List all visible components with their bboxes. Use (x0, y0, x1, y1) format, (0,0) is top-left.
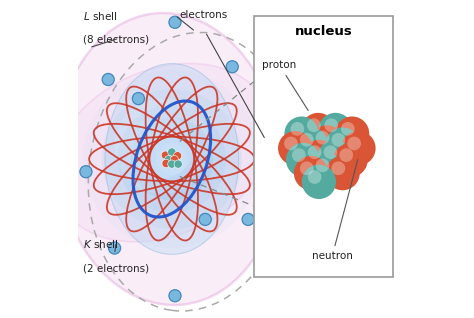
Circle shape (302, 140, 336, 174)
Circle shape (102, 73, 114, 86)
Circle shape (333, 143, 368, 177)
Circle shape (255, 134, 267, 146)
Circle shape (199, 213, 211, 225)
Ellipse shape (53, 64, 272, 242)
Circle shape (301, 113, 335, 147)
Circle shape (162, 159, 170, 168)
Circle shape (326, 128, 360, 162)
Circle shape (347, 137, 361, 150)
Circle shape (83, 70, 261, 248)
Ellipse shape (57, 13, 280, 305)
Circle shape (310, 153, 344, 187)
Circle shape (80, 166, 92, 178)
Ellipse shape (105, 64, 238, 254)
Circle shape (300, 162, 314, 175)
Circle shape (331, 162, 345, 175)
Circle shape (168, 160, 176, 168)
Circle shape (294, 156, 328, 190)
Circle shape (284, 137, 298, 150)
Circle shape (143, 130, 201, 188)
Circle shape (118, 105, 226, 213)
Circle shape (156, 143, 188, 175)
Circle shape (324, 118, 338, 132)
Circle shape (331, 133, 345, 147)
Circle shape (169, 16, 181, 28)
Circle shape (291, 122, 304, 136)
Circle shape (294, 128, 328, 162)
Circle shape (278, 131, 312, 165)
Circle shape (109, 242, 120, 254)
Text: $\mathit{K}$ shell: $\mathit{K}$ shell (83, 238, 118, 251)
Circle shape (130, 118, 213, 200)
Circle shape (326, 156, 360, 190)
Circle shape (130, 114, 194, 178)
Circle shape (316, 158, 329, 172)
Circle shape (161, 151, 170, 159)
Text: proton: proton (263, 60, 308, 110)
Circle shape (324, 145, 337, 159)
Circle shape (174, 160, 182, 168)
Circle shape (318, 140, 352, 174)
Circle shape (307, 118, 321, 132)
Circle shape (168, 148, 176, 156)
Text: electrons: electrons (180, 10, 228, 19)
Circle shape (308, 170, 321, 184)
Text: (2 electrons): (2 electrons) (83, 264, 149, 274)
Text: neutron: neutron (312, 160, 358, 261)
Circle shape (164, 156, 173, 164)
Text: (8 electrons): (8 electrons) (83, 35, 149, 45)
Circle shape (132, 93, 145, 105)
Circle shape (316, 131, 329, 144)
Circle shape (319, 113, 353, 147)
Circle shape (308, 145, 321, 159)
Bar (255, 16, 393, 277)
Circle shape (242, 213, 254, 225)
Circle shape (300, 133, 314, 147)
Circle shape (170, 156, 179, 164)
Circle shape (302, 165, 336, 199)
Circle shape (115, 99, 210, 194)
Circle shape (284, 116, 319, 151)
Circle shape (310, 125, 344, 160)
Circle shape (292, 148, 306, 162)
Circle shape (339, 148, 353, 162)
Circle shape (102, 89, 242, 229)
Circle shape (335, 116, 369, 151)
Text: nucleus: nucleus (295, 25, 353, 38)
Circle shape (226, 61, 238, 73)
Circle shape (169, 290, 181, 302)
Circle shape (173, 152, 182, 160)
Text: $\mathit{L}$ shell: $\mathit{L}$ shell (83, 10, 117, 22)
Circle shape (341, 131, 375, 165)
Circle shape (341, 122, 355, 136)
Circle shape (286, 143, 320, 177)
